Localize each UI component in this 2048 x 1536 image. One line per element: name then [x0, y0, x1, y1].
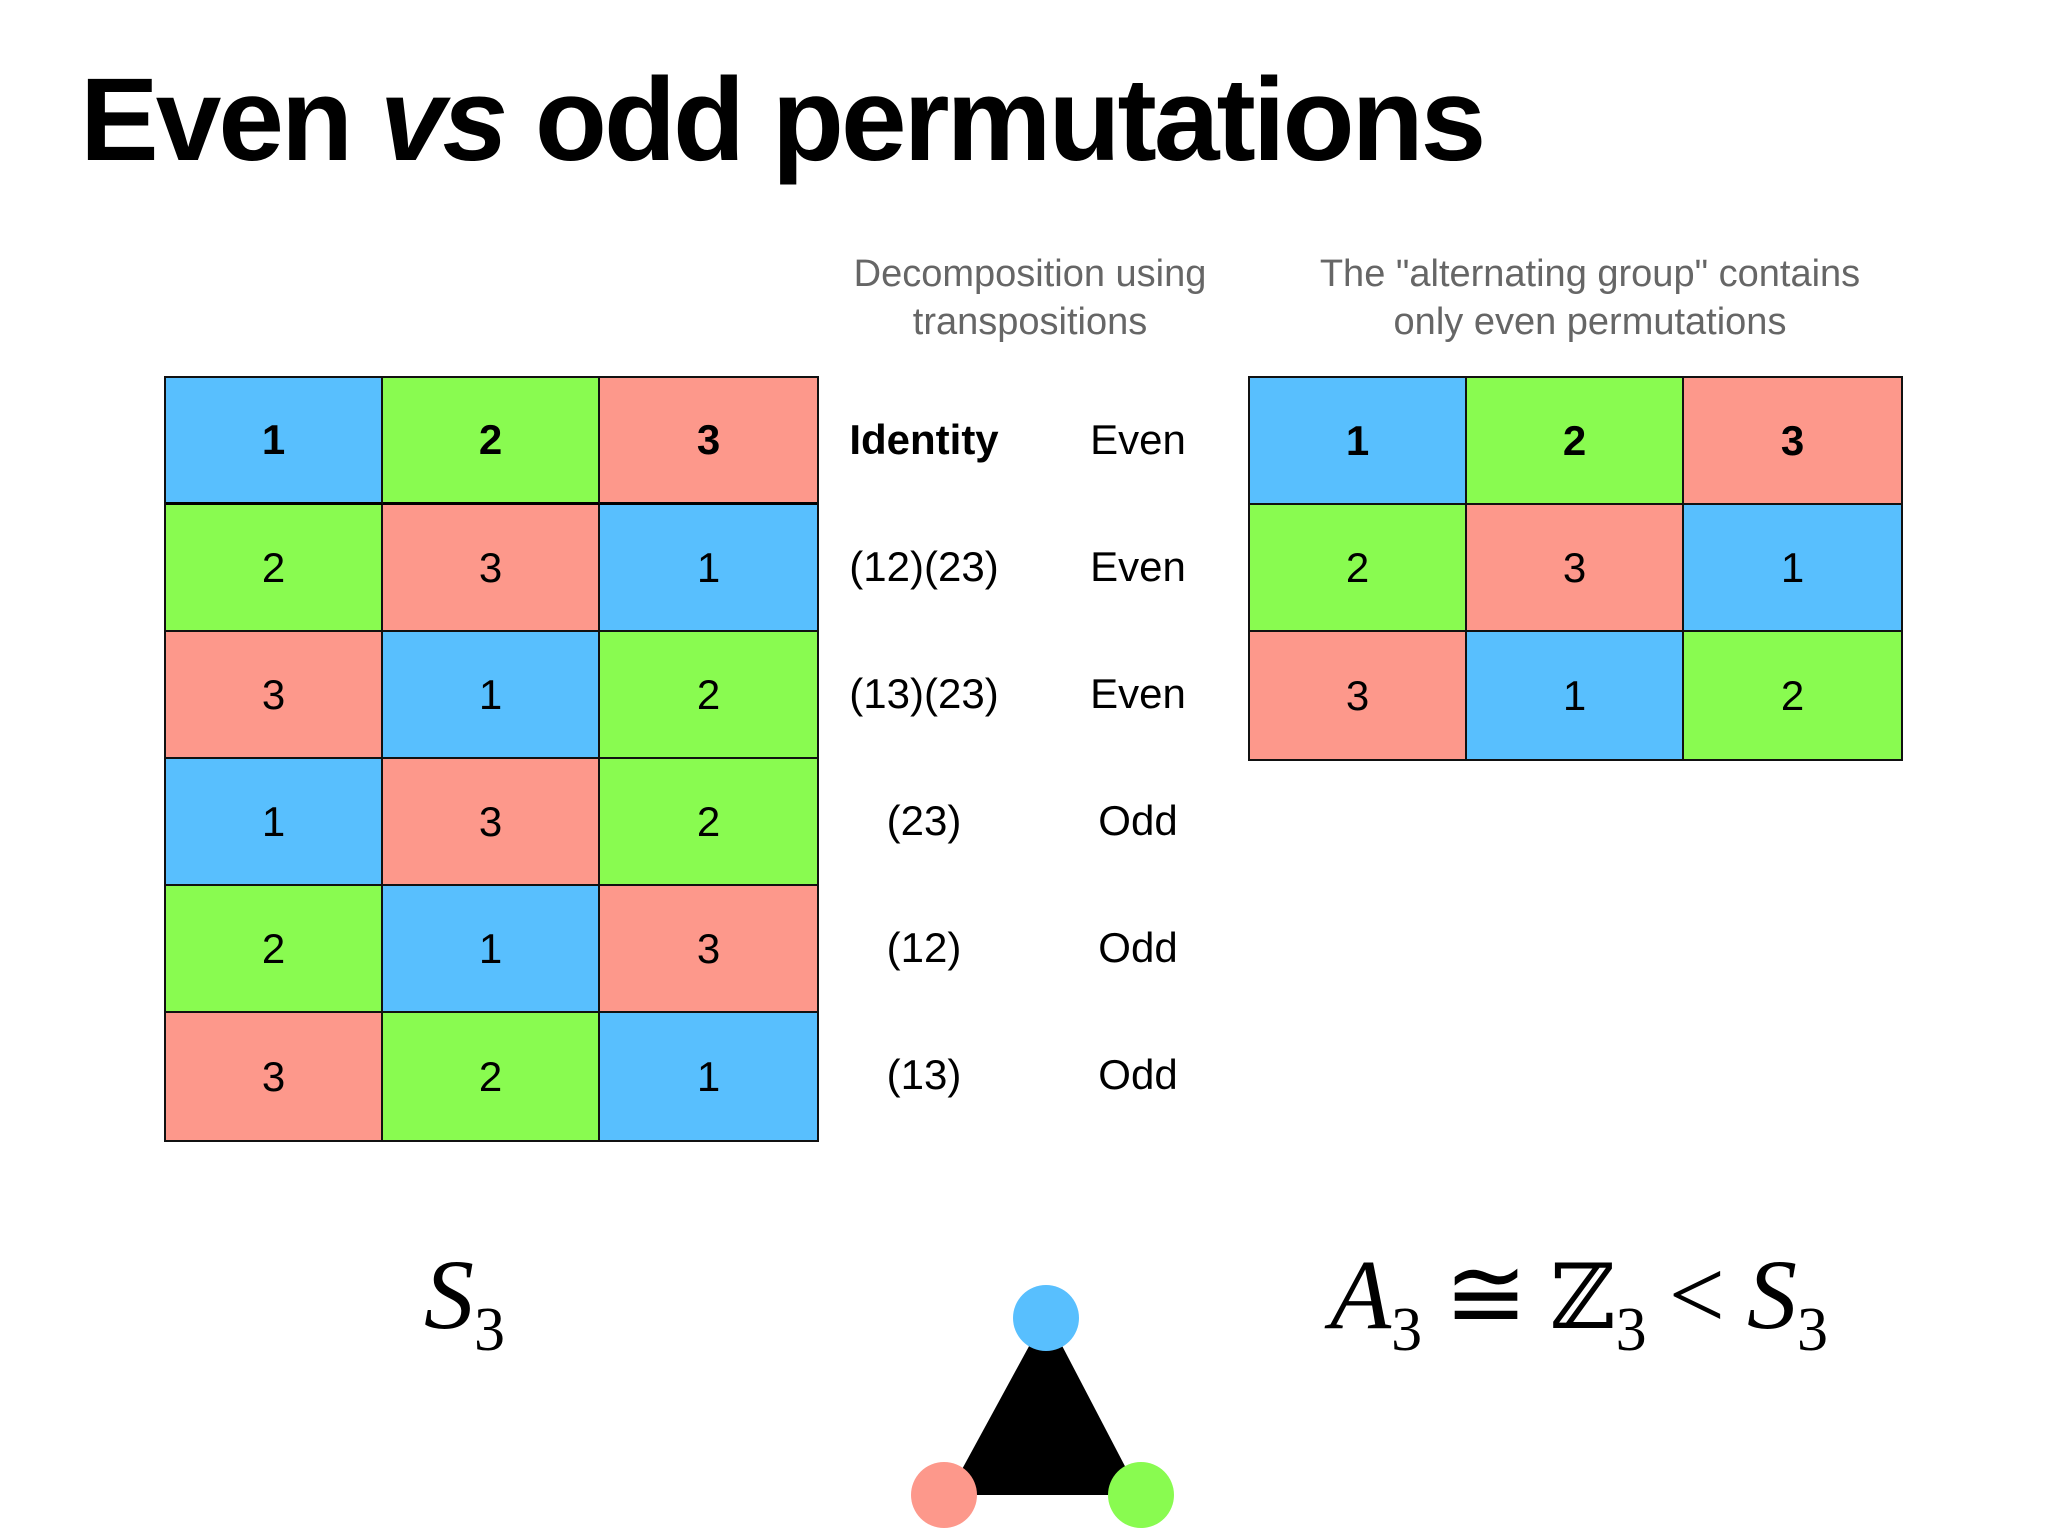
s3-cell: 3 [383, 759, 600, 886]
s3-cell: 3 [600, 886, 817, 1013]
alternating-caption: The "alternating group" contains only ev… [1250, 250, 1930, 346]
a3-cell: 3 [1250, 632, 1467, 759]
decomposition-caption-line-1: Decomposition using [853, 253, 1207, 295]
transpositions-label: (12) [886, 923, 962, 971]
parity-label: Even [1090, 669, 1186, 717]
s3-header-cell: 2 [383, 378, 600, 505]
s3-subscript: 3 [474, 1296, 505, 1364]
s3-letter: S [424, 1239, 474, 1350]
s3-permutation-table: 1 2 3 2 3 1 3 1 2 1 3 2 2 1 3 3 2 1 [164, 376, 819, 1142]
a3-cell: 2 [1684, 632, 1901, 759]
s3-cell: 2 [600, 759, 817, 886]
s3-cell: 1 [600, 1013, 817, 1140]
parity-label: Odd [1098, 1050, 1178, 1098]
a3-cell: 2 [1250, 505, 1467, 632]
s3-cell: 2 [166, 505, 383, 632]
s3-cell: 2 [383, 1013, 600, 1140]
parity-label: Odd [1098, 796, 1178, 844]
isomorphism-symbol: ≅ [1444, 1239, 1528, 1350]
vertex-1-circle [1013, 1285, 1079, 1351]
transpositions-label: (12)(23) [849, 542, 999, 590]
vertex-3-circle [911, 1462, 977, 1528]
s3-cell: 3 [383, 505, 600, 632]
parity-label: Even [1090, 542, 1186, 590]
parity-label: Even [1090, 415, 1186, 463]
title-vs: vs [379, 54, 508, 186]
a3-header-cell: 1 [1250, 378, 1467, 505]
title-part-2: odd permutations [505, 54, 1486, 186]
s3-label: S3 [424, 1245, 505, 1364]
transpositions-label: (23) [886, 796, 962, 844]
alternating-caption-line-2: only even permutations [1393, 301, 1787, 343]
s3-cell: 3 [166, 632, 383, 759]
parity-label: Odd [1098, 923, 1178, 971]
s3-cell: 1 [166, 759, 383, 886]
title-part-1: Even [80, 54, 380, 186]
alternating-caption-line-1: The "alternating group" contains [1319, 253, 1861, 295]
transpositions-label: (13) [886, 1050, 962, 1098]
a3-alternating-table: 1 2 3 2 3 1 3 1 2 [1248, 376, 1903, 761]
s3-cell: 1 [600, 505, 817, 632]
vertex-2-circle [1108, 1462, 1174, 1528]
s3-cell: 2 [600, 632, 817, 759]
a3-subscript: 3 [1391, 1296, 1423, 1364]
a3-letter: A [1330, 1239, 1392, 1350]
transpositions-label: Identity [849, 415, 999, 463]
s3-cell: 1 [383, 632, 600, 759]
a3-relation-label: A3 ≅ ℤ3 < S3 [1330, 1245, 1828, 1364]
transpositions-label: (13)(23) [849, 669, 999, 717]
page-title: Even vs odd permutations [80, 50, 1486, 192]
decomposition-caption: Decomposition using transpositions [810, 250, 1250, 346]
s3-cell: 2 [166, 886, 383, 1013]
z-subscript: 3 [1615, 1296, 1647, 1364]
a3-header-cell: 2 [1467, 378, 1684, 505]
subgroup-symbol: < [1668, 1239, 1725, 1350]
a3-cell: 1 [1467, 632, 1684, 759]
triangle-with-colored-vertices-icon [911, 1285, 1174, 1528]
s3-letter-relation: S [1747, 1239, 1797, 1350]
a3-header-cell: 3 [1684, 378, 1901, 505]
triangle-body [948, 1315, 1140, 1495]
a3-cell: 1 [1684, 505, 1901, 632]
s3-header-cell: 1 [166, 378, 383, 505]
decomposition-caption-line-2: transpositions [912, 301, 1148, 343]
a3-cell: 3 [1467, 505, 1684, 632]
s3-cell: 3 [166, 1013, 383, 1140]
s3-cell: 1 [383, 886, 600, 1013]
s3-subscript-relation: 3 [1797, 1296, 1828, 1364]
z-letter: ℤ [1549, 1245, 1616, 1350]
s3-header-cell: 3 [600, 378, 817, 505]
